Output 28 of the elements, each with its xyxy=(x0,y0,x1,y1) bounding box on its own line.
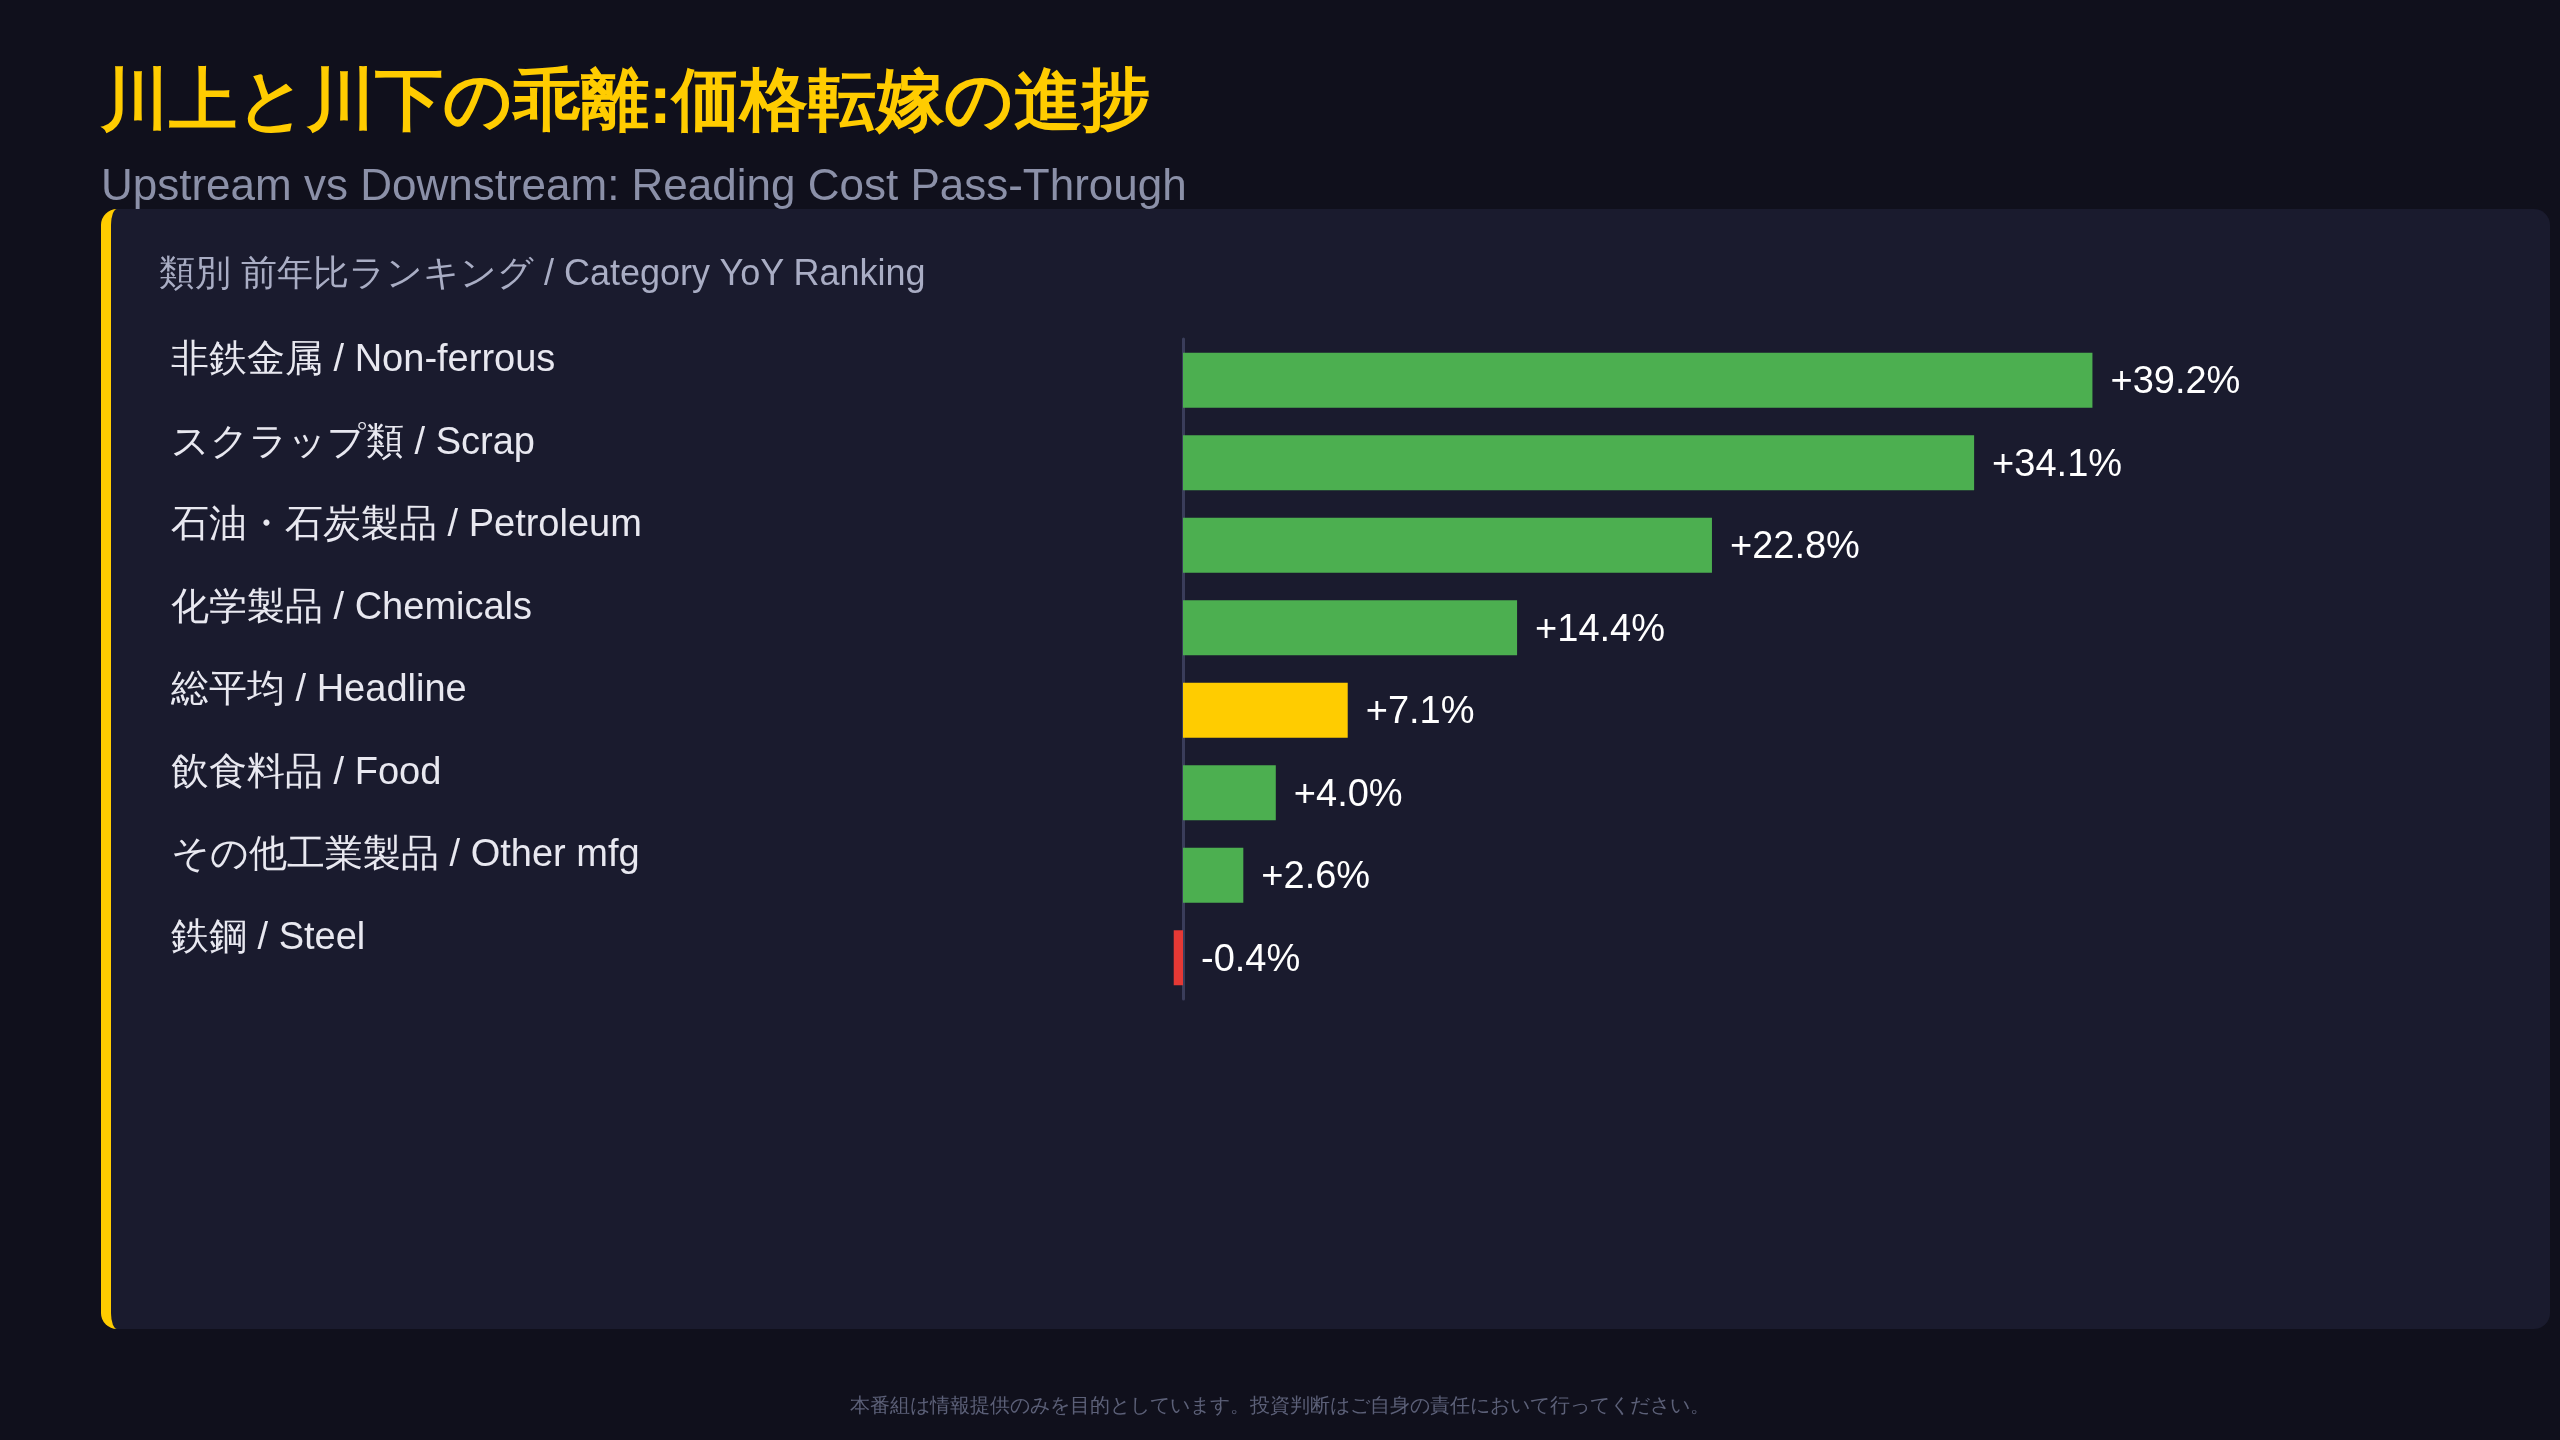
data-label: +2.6% xyxy=(1261,854,1371,897)
data-label: -0.4% xyxy=(1201,936,1301,979)
text: Upstream vs Downstream: Reading Cost Pass-Through xyxy=(101,160,1187,210)
text: 類別 前年比ランキング / Category YoY Ranking xyxy=(159,251,926,295)
y-tick-label: 化学製品 / Chemicals xyxy=(171,584,533,627)
bar xyxy=(1183,435,1975,491)
y-tick-label: 総平均 / Headline xyxy=(170,667,467,710)
y-tick-label: 石油・石炭製品 / Petroleum xyxy=(171,502,642,545)
text: 本番組は情報提供のみを目的としています。投資判断はご自身の責任において行ってください。 xyxy=(849,1393,1711,1418)
bar xyxy=(1183,352,2093,408)
bar xyxy=(1173,930,1183,986)
text: 川上と川下の乖離:価格転嫁の進捗 xyxy=(101,60,1150,139)
bar xyxy=(1183,600,1518,656)
data-label: +39.2% xyxy=(2110,359,2241,402)
y-tick-label: スクラップ類 / Scrap xyxy=(171,419,535,462)
data-label: +4.0% xyxy=(1293,771,1403,814)
bar xyxy=(1183,517,1712,573)
data-label: +14.4% xyxy=(1535,606,1666,649)
data-label: +22.8% xyxy=(1729,524,1860,567)
bar xyxy=(1183,682,1348,738)
data-label: +7.1% xyxy=(1365,689,1475,732)
y-tick-label: 非鉄金属 / Non-ferrous xyxy=(171,337,556,380)
data-label: +34.1% xyxy=(1992,441,2123,484)
y-tick-label: その他工業製品 / Other mfg xyxy=(171,832,640,875)
bar xyxy=(1183,847,1244,903)
y-tick-label: 鉄鋼 / Steel xyxy=(171,914,366,957)
y-tick-label: 飲食料品 / Food xyxy=(171,749,442,792)
bar xyxy=(1183,765,1276,821)
